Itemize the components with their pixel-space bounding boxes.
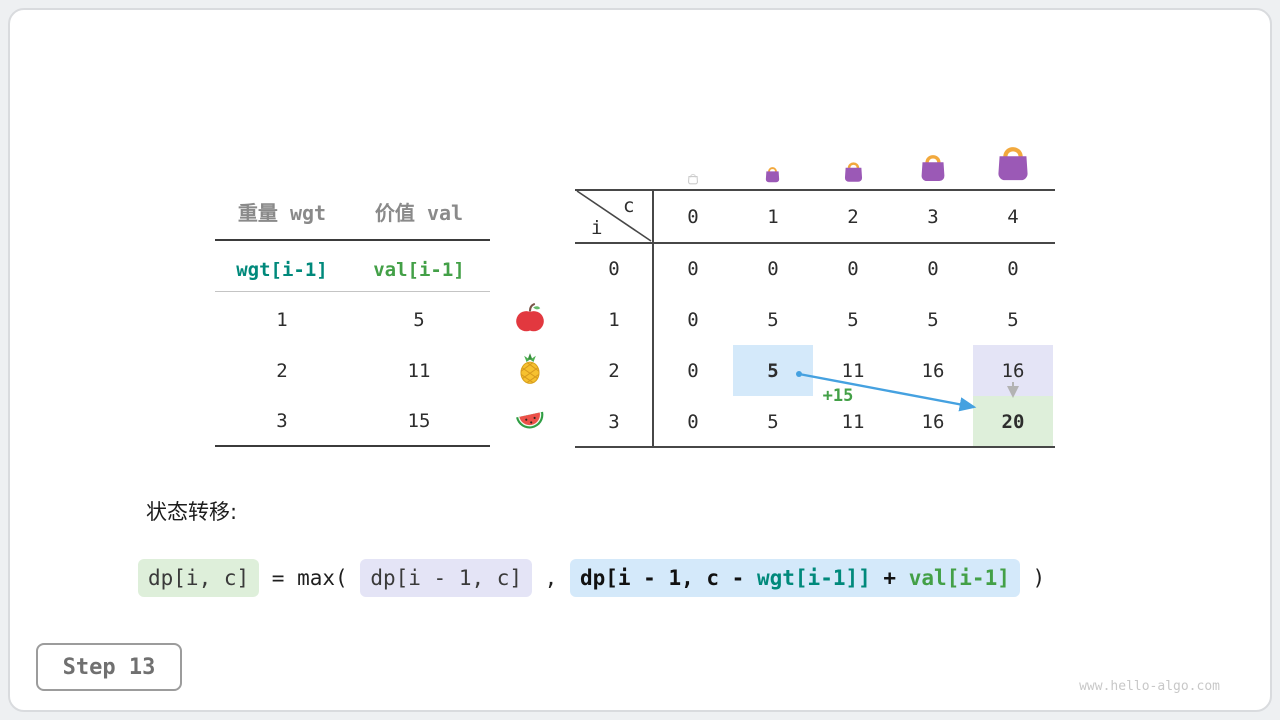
- wgt-formula-cell: wgt[i-1]: [236, 259, 328, 281]
- left-table-inner-rule: [215, 291, 490, 292]
- bag-outline-icon: [686, 170, 700, 189]
- item2-weight: 2: [276, 360, 288, 382]
- dp-cell-r1c0: 0: [687, 308, 699, 331]
- apple-icon: [513, 301, 547, 335]
- dp-cell-r0c1: 0: [767, 257, 779, 280]
- item2-value: 11: [407, 360, 431, 382]
- formula-lhs-token: dp[i, c]: [138, 559, 260, 597]
- formula-arg2-val: val[i-1]: [908, 566, 1010, 590]
- dp-cell-r3c1: 5: [767, 410, 779, 433]
- dp-cell-r3c3: 16: [921, 410, 945, 433]
- formula-arg2-token: dp[i - 1, c - wgt[i-1]] + val[i-1]: [569, 559, 1020, 597]
- dp-cell-r1c3: 5: [927, 308, 939, 331]
- dp-corner-col-var: c: [623, 195, 635, 217]
- item1-value: 5: [413, 309, 425, 331]
- item1-weight: 1: [276, 309, 288, 331]
- dp-cell-r3c4-result: 20: [973, 396, 1053, 447]
- bag-xlarge-icon: [990, 138, 1036, 188]
- dp-cell-r2c4-highlighted: 16: [973, 345, 1053, 396]
- watermelon-icon: [513, 404, 547, 438]
- formula-equals-max: = max(: [259, 566, 361, 590]
- dp-cell-r3c0: 0: [687, 410, 699, 433]
- left-table-header-rule: [215, 239, 490, 241]
- step-badge: Step 13: [36, 643, 182, 691]
- pineapple-icon: [513, 352, 547, 386]
- bag-small-icon: [762, 163, 783, 188]
- dp-table-vertical-rule: [652, 189, 654, 448]
- dp-col-header-0: 0: [687, 205, 699, 228]
- dp-table-bottom-rule: [575, 446, 1055, 448]
- formula-arg2-dp: dp[i - 1, c -: [579, 566, 757, 590]
- dp-cell-r0c2: 0: [847, 257, 859, 280]
- dp-cell-r2c3: 16: [921, 359, 945, 382]
- dp-table-top-rule: [575, 189, 1055, 191]
- dp-cell-r0c0: 0: [687, 257, 699, 280]
- dp-cell-r1c2: 5: [847, 308, 859, 331]
- dp-row-label-1: 1: [608, 308, 620, 331]
- formula-arg2-plus: +: [870, 566, 909, 590]
- dp-col-header-3: 3: [927, 205, 939, 228]
- formula-arg1-token: dp[i - 1, c]: [360, 559, 533, 597]
- dp-corner-row-var: i: [591, 217, 603, 239]
- dp-cell-r2c1-highlighted: 5: [733, 345, 813, 396]
- dp-cell-r0c3: 0: [927, 257, 939, 280]
- dp-col-header-4: 4: [1007, 205, 1019, 228]
- dp-cell-r1c4: 5: [1007, 308, 1019, 331]
- dp-row-label-2: 2: [608, 359, 620, 382]
- dp-col-header-1: 1: [767, 205, 779, 228]
- formula-close-paren: ): [1019, 566, 1046, 590]
- dp-cell-r0c4: 0: [1007, 257, 1019, 280]
- dp-table-header-rule: [575, 242, 1055, 244]
- dp-col-header-2: 2: [847, 205, 859, 228]
- value-col-header: 价值 val: [374, 200, 464, 225]
- bag-large-icon: [915, 148, 951, 188]
- val-formula-cell: val[i-1]: [373, 259, 465, 281]
- item3-weight: 3: [276, 410, 288, 432]
- state-transition-label: 状态转移:: [146, 500, 238, 524]
- plus-value-annotation: +15: [822, 386, 854, 406]
- dp-row-label-0: 0: [608, 257, 620, 280]
- bag-medium-icon: [840, 157, 867, 188]
- dp-cell-r1c1: 5: [767, 308, 779, 331]
- dp-cell-r3c2: 11: [841, 410, 865, 433]
- weight-col-header: 重量 wgt: [237, 200, 327, 225]
- left-table-bottom-rule: [215, 445, 490, 447]
- watermark: www.hello-algo.com: [1079, 679, 1220, 694]
- dp-row-label-3: 3: [608, 410, 620, 433]
- item3-value: 15: [407, 410, 431, 432]
- transition-formula: dp[i, c] = max( dp[i - 1, c] , dp[i - 1,…: [138, 556, 1045, 600]
- dp-cell-r2c0: 0: [687, 359, 699, 382]
- formula-arg2-wgt: wgt[i-1]]: [756, 566, 871, 590]
- formula-comma: ,: [532, 566, 570, 590]
